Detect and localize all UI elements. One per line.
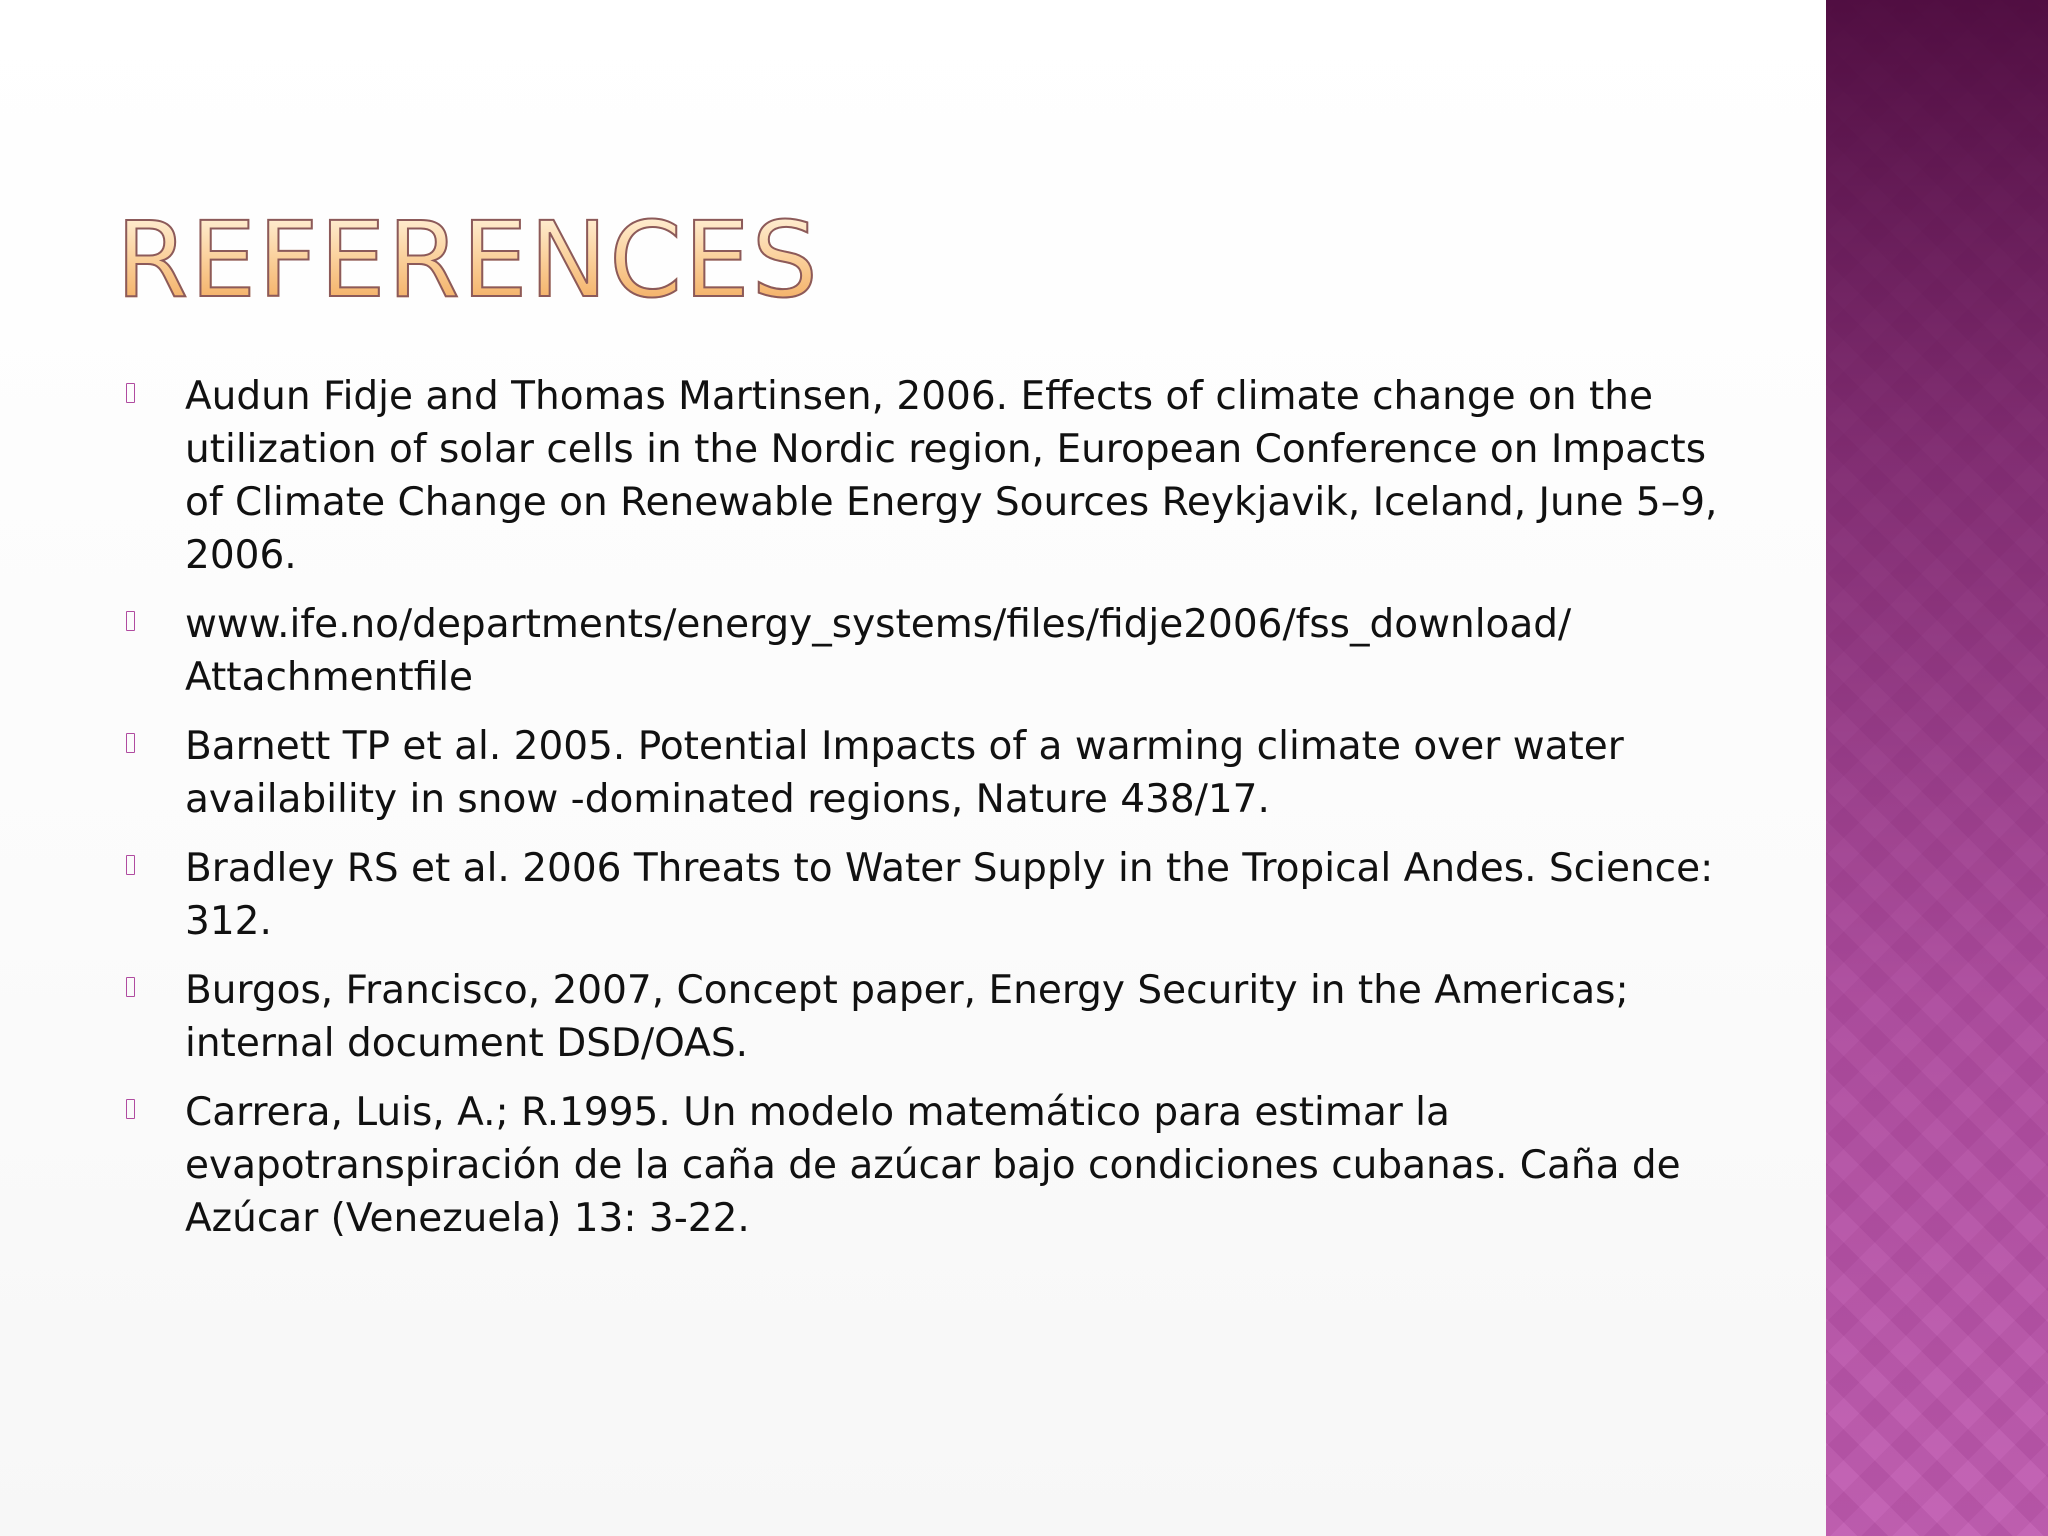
bullet-box-icon [126,611,135,631]
reference-item: Carrera, Luis, A.; R.1995. Un modelo mat… [120,1086,1720,1245]
slide-title: REFERENCES [115,199,820,321]
reference-text: www.ife.no/departments/energy_systems/fi… [185,602,1572,700]
bullet-box-icon [126,1099,135,1119]
reference-item: Bradley RS et al. 2006 Threats to Water … [120,842,1720,948]
references-list: Audun Fidje and Thomas Martinsen, 2006. … [120,370,1720,1261]
reference-item: www.ife.no/departments/energy_systems/fi… [120,598,1720,704]
bullet-box-icon [126,855,135,875]
bullet-box-icon [126,977,135,997]
reference-item: Barnett TP et al. 2005. Potential Impact… [120,720,1720,826]
reference-text: Barnett TP et al. 2005. Potential Impact… [185,724,1624,822]
decorative-side-band [1826,0,2048,1536]
reference-text: Bradley RS et al. 2006 Threats to Water … [185,846,1714,944]
reference-item: Audun Fidje and Thomas Martinsen, 2006. … [120,370,1720,582]
reference-item: Burgos, Francisco, 2007, Concept paper, … [120,964,1720,1070]
reference-text: Carrera, Luis, A.; R.1995. Un modelo mat… [185,1090,1681,1241]
reference-text: Audun Fidje and Thomas Martinsen, 2006. … [185,374,1718,578]
bullet-box-icon [126,733,135,753]
reference-text: Burgos, Francisco, 2007, Concept paper, … [185,968,1629,1066]
bullet-box-icon [126,383,135,403]
